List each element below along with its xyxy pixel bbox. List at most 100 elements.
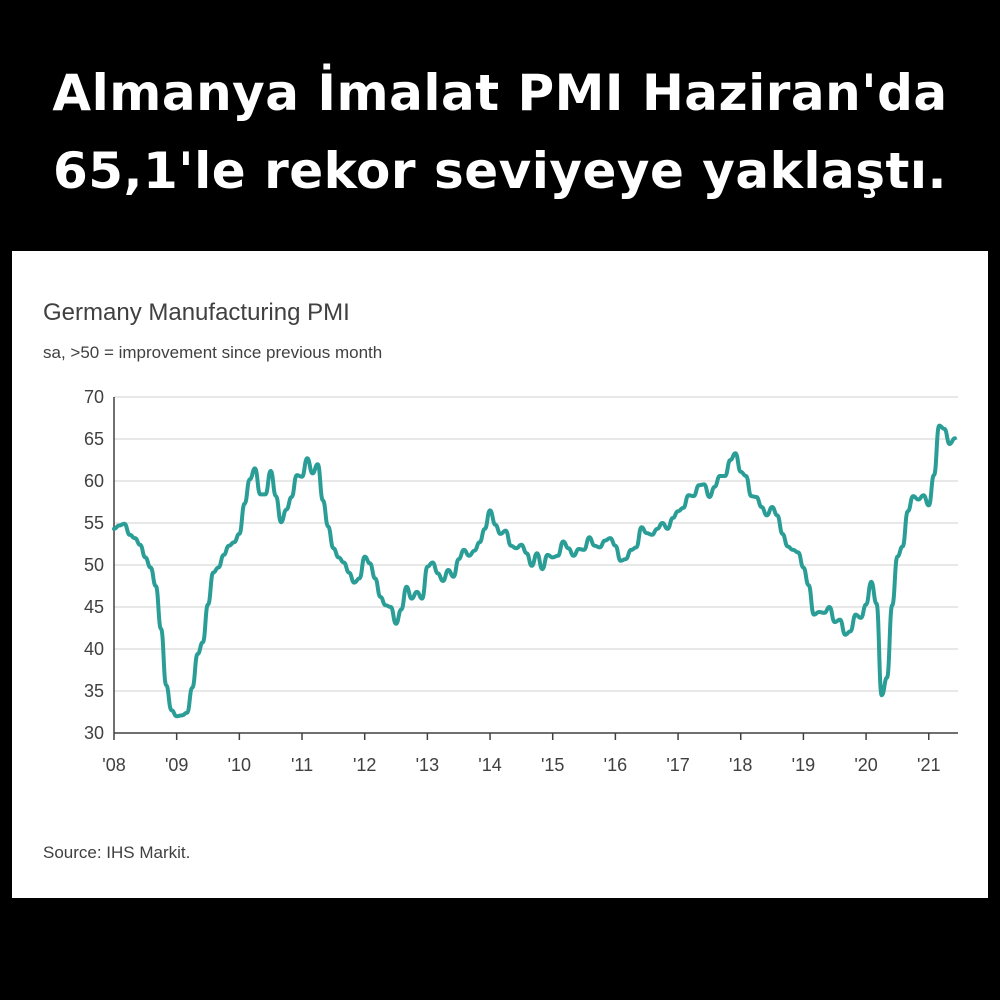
data-point-80 xyxy=(531,565,533,567)
data-point-6 xyxy=(144,556,146,558)
data-point-99 xyxy=(630,549,632,551)
data-point-1 xyxy=(118,524,120,526)
data-point-102 xyxy=(646,532,648,534)
data-point-143 xyxy=(860,617,862,619)
data-point-100 xyxy=(635,546,637,548)
data-point-71 xyxy=(484,528,486,530)
data-point-147 xyxy=(881,694,883,696)
data-point-159 xyxy=(943,428,945,430)
data-point-20 xyxy=(217,566,219,568)
data-point-144 xyxy=(865,603,867,605)
data-point-44 xyxy=(343,561,345,563)
y-tick-label-40: 40 xyxy=(84,639,104,659)
x-tick-label-2017: '17 xyxy=(666,755,689,775)
data-point-59 xyxy=(421,597,423,599)
chart-subtitle: sa, >50 = improvement since previous mon… xyxy=(43,343,383,362)
data-point-120 xyxy=(740,471,742,473)
data-point-23 xyxy=(233,541,235,543)
chart-card: Germany Manufacturing PMI sa, >50 = impr… xyxy=(12,251,988,898)
data-point-58 xyxy=(416,591,418,593)
x-tick-label-2008: '08 xyxy=(102,755,125,775)
data-point-114 xyxy=(708,496,710,498)
data-point-64 xyxy=(447,569,449,571)
data-point-91 xyxy=(588,536,590,538)
data-point-77 xyxy=(515,547,517,549)
data-point-51 xyxy=(379,596,381,598)
x-tick-label-2012: '12 xyxy=(353,755,376,775)
data-point-76 xyxy=(510,545,512,547)
data-point-13 xyxy=(181,714,183,716)
data-point-105 xyxy=(661,522,663,524)
data-point-90 xyxy=(583,549,585,551)
data-point-73 xyxy=(494,524,496,526)
data-point-154 xyxy=(917,498,919,500)
data-point-24 xyxy=(238,533,240,535)
data-point-45 xyxy=(348,571,350,573)
data-point-49 xyxy=(369,562,371,564)
data-point-111 xyxy=(693,495,695,497)
data-point-9 xyxy=(160,628,162,630)
data-point-130 xyxy=(792,549,794,551)
data-point-62 xyxy=(437,572,439,574)
data-point-0 xyxy=(113,528,115,530)
data-point-119 xyxy=(734,452,736,454)
data-point-4 xyxy=(134,537,136,539)
data-point-135 xyxy=(818,611,820,613)
data-point-156 xyxy=(928,504,930,506)
data-point-134 xyxy=(813,613,815,615)
data-point-117 xyxy=(724,475,726,477)
data-point-11 xyxy=(170,709,172,711)
data-point-95 xyxy=(609,537,611,539)
data-point-35 xyxy=(296,474,298,476)
data-point-108 xyxy=(677,510,679,512)
data-point-136 xyxy=(823,612,825,614)
data-point-81 xyxy=(536,552,538,554)
data-point-161 xyxy=(954,437,956,439)
data-point-160 xyxy=(948,443,950,445)
data-point-145 xyxy=(870,581,872,583)
data-point-69 xyxy=(473,550,475,552)
y-tick-labels: 30 35 40 45 50 55 60 65 70 xyxy=(84,387,104,743)
data-point-12 xyxy=(176,715,178,717)
data-point-151 xyxy=(901,545,903,547)
pmi-line-chart: 30 35 40 45 50 55 60 65 70 '08 '09 '10 '11 '12 '13 '14… xyxy=(84,387,958,775)
y-tick-label-70: 70 xyxy=(84,387,104,407)
data-point-32 xyxy=(280,521,282,523)
data-point-137 xyxy=(828,606,830,608)
data-point-75 xyxy=(505,529,507,531)
data-point-56 xyxy=(405,586,407,588)
data-point-28 xyxy=(259,493,261,495)
data-point-131 xyxy=(797,551,799,553)
data-point-121 xyxy=(745,475,747,477)
data-point-124 xyxy=(760,506,762,508)
data-point-88 xyxy=(572,555,574,557)
data-point-139 xyxy=(839,618,841,620)
data-point-152 xyxy=(907,510,909,512)
data-point-10 xyxy=(165,684,167,686)
data-point-29 xyxy=(264,493,266,495)
series-line-0 xyxy=(112,423,957,719)
data-point-7 xyxy=(149,566,151,568)
x-tick-label-2013: '13 xyxy=(416,755,439,775)
data-point-36 xyxy=(301,476,303,478)
data-point-61 xyxy=(431,561,433,563)
data-point-79 xyxy=(525,552,527,554)
data-point-92 xyxy=(593,545,595,547)
data-point-53 xyxy=(390,606,392,608)
data-point-8 xyxy=(155,585,157,587)
data-point-30 xyxy=(270,470,272,472)
data-point-47 xyxy=(358,577,360,579)
y-tick-label-30: 30 xyxy=(84,723,104,743)
data-point-94 xyxy=(604,539,606,541)
y-tick-label-60: 60 xyxy=(84,471,104,491)
data-point-39 xyxy=(317,463,319,465)
data-point-127 xyxy=(776,514,778,516)
data-point-115 xyxy=(713,486,715,488)
data-point-138 xyxy=(834,621,836,623)
headline-line-1: Almanya İmalat PMI Haziran'da xyxy=(52,64,948,122)
data-point-27 xyxy=(254,467,256,469)
data-point-70 xyxy=(478,541,480,543)
data-point-126 xyxy=(771,506,773,508)
data-point-96 xyxy=(614,545,616,547)
data-point-65 xyxy=(452,576,454,578)
